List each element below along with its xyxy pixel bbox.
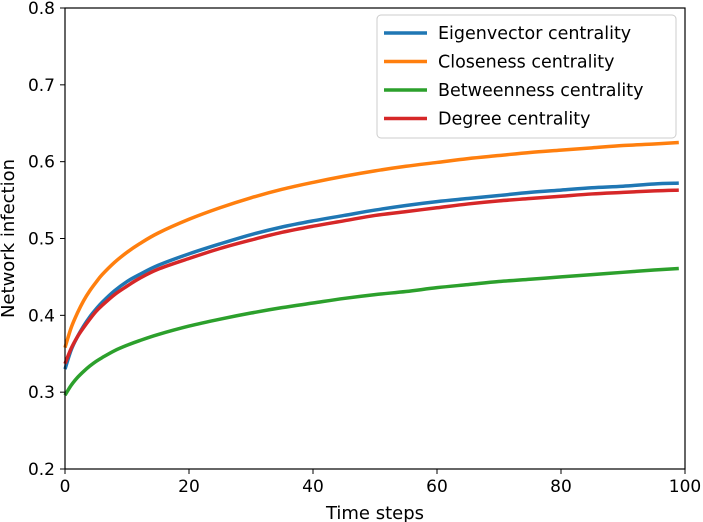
- x-tick-label: 40: [302, 477, 324, 497]
- legend-label: Betweenness centrality: [438, 81, 643, 101]
- plot-lines: [63, 140, 679, 397]
- series-line-4: [63, 188, 679, 365]
- y-tick-label: 0.8: [28, 0, 55, 19]
- y-tick-label: 0.4: [28, 306, 55, 326]
- x-axis: 0 20 40 60 80 100: [60, 469, 701, 497]
- legend-label: Eigenvector centrality: [438, 24, 631, 44]
- series-line-3: [63, 266, 679, 397]
- series-line-2: [63, 140, 679, 349]
- y-tick-label: 0.5: [28, 230, 55, 250]
- y-tick-label: 0.2: [28, 460, 55, 480]
- x-axis-label: Time steps: [325, 503, 424, 522]
- y-axis: 0.2 0.3 0.4 0.5 0.6 0.7 0.8: [28, 0, 65, 480]
- x-tick-label: 60: [426, 477, 448, 497]
- legend-label: Closeness centrality: [438, 53, 615, 73]
- legend: Eigenvector centrality Closeness centrali…: [376, 14, 677, 139]
- x-tick-label: 20: [178, 477, 200, 497]
- legend-label: Degree centrality: [438, 110, 590, 130]
- y-tick-label: 0.3: [28, 383, 55, 403]
- x-tick-label: 100: [669, 477, 701, 497]
- y-axis-label: Network infection: [0, 159, 19, 318]
- y-tick-label: 0.6: [28, 153, 55, 173]
- x-tick-label: 0: [60, 477, 71, 497]
- x-tick-label: 80: [550, 477, 572, 497]
- legend-box: [376, 14, 677, 139]
- y-tick-label: 0.7: [28, 76, 55, 96]
